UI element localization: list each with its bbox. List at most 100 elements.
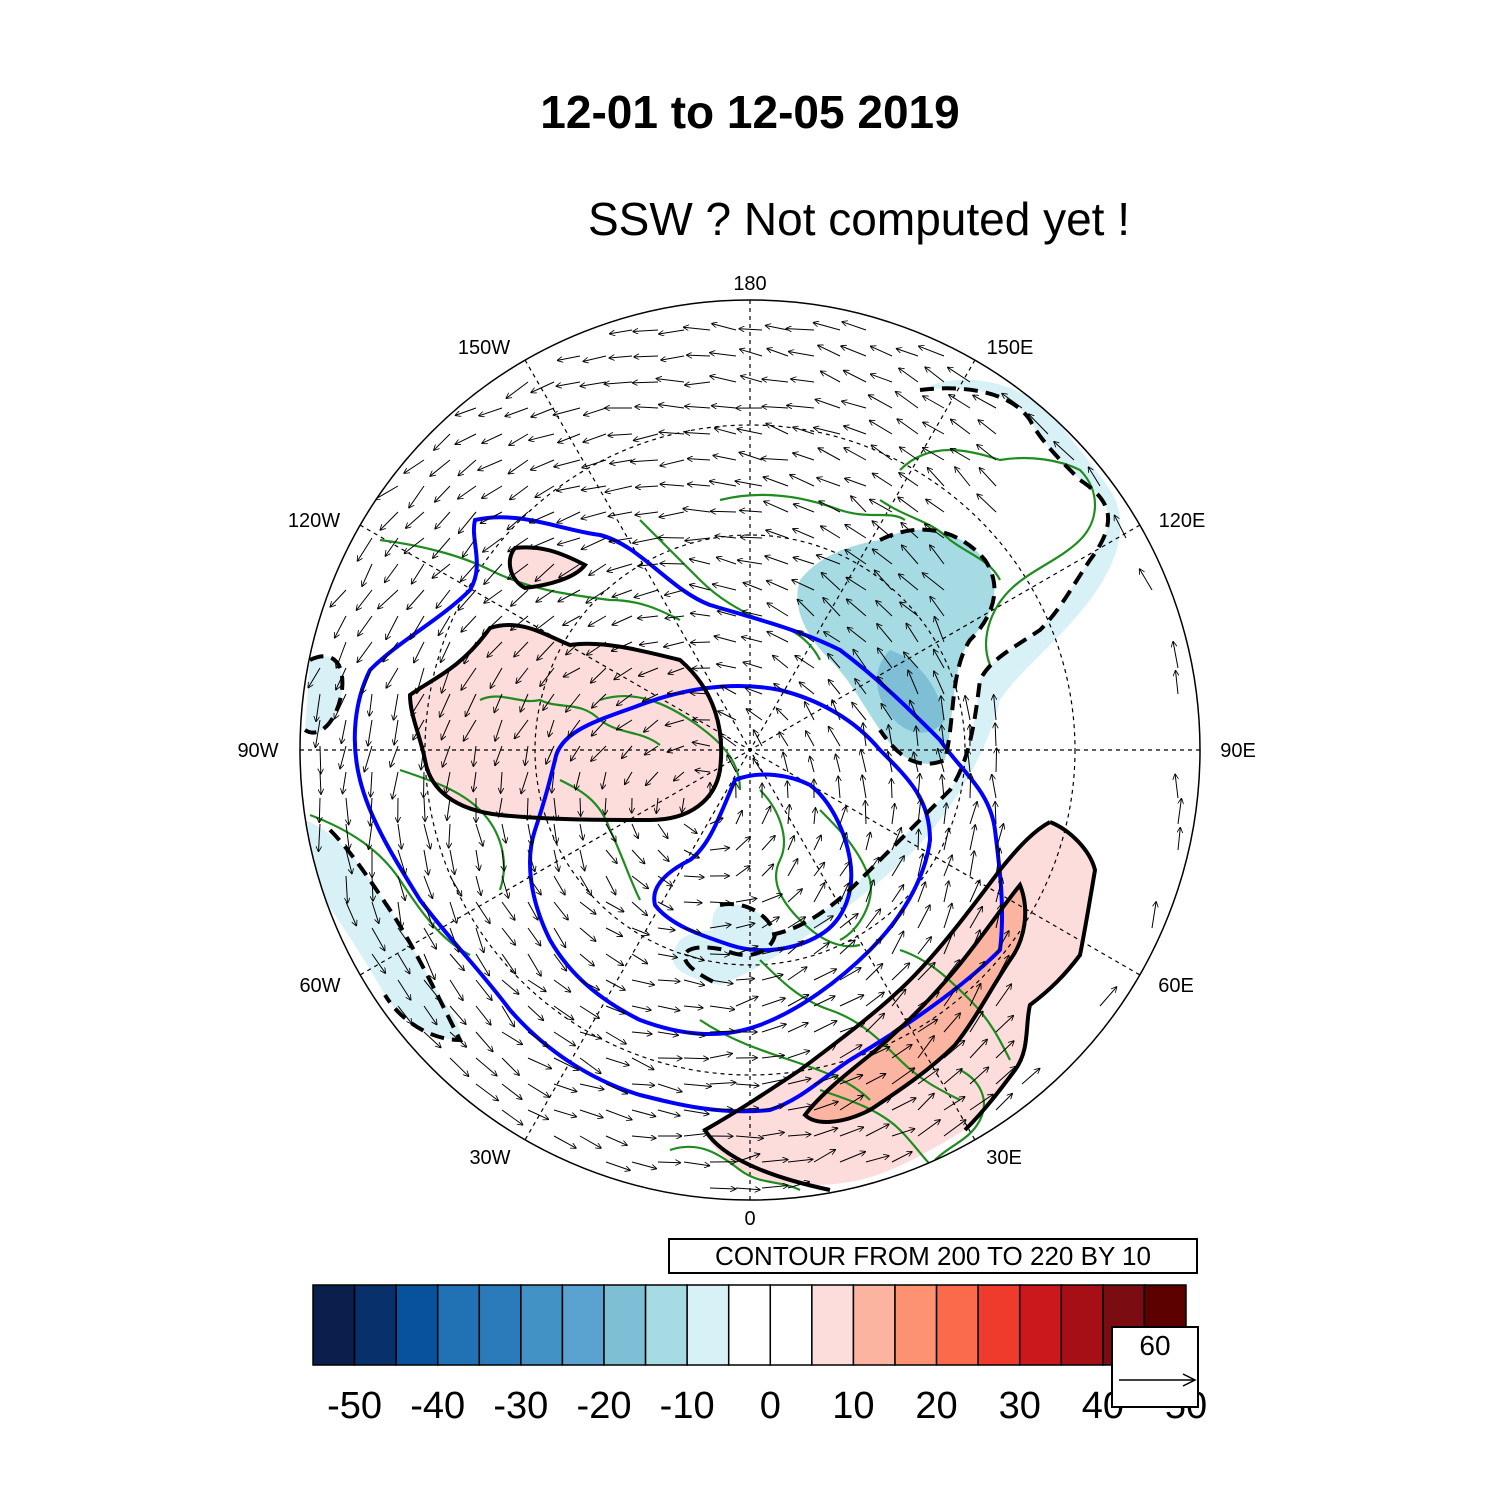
wind-vector [810,756,815,773]
wind-vector [319,797,320,822]
wind-vector [449,979,463,1000]
wind-vector [743,583,763,591]
wind-vector [369,823,373,849]
wind-vector [710,481,737,487]
wind-vector [423,1031,441,1048]
wind-vector [631,1032,652,1034]
wind-vector [610,459,633,464]
wind-vector [844,448,867,461]
wind-vector [995,848,1000,877]
wind-vector [969,851,974,877]
wind-vector [394,719,399,745]
wind-vector [839,1045,862,1059]
wind-vector [362,667,373,693]
wind-vector [943,855,952,877]
wind-vector [787,405,815,408]
wind-vector [995,723,996,747]
wind-vector [674,771,685,781]
wind-vector [773,656,789,669]
wind-vector [657,1032,678,1035]
wind-vector [888,725,893,747]
wind-vector [787,941,803,955]
wind-vector [742,637,763,643]
wind-vector [657,849,669,861]
wind-vector [870,499,893,513]
wind-vector [583,433,607,442]
longitude-labels: 180 150E 120E 90E 60E 30E 0 30W 60W 90W … [237,273,1255,1230]
wind-vector [969,880,980,903]
wind-vector [410,615,425,639]
wind-vector [383,641,399,662]
wind-vector [475,1031,493,1052]
lon-label: 180 [733,273,766,295]
wind-vector [412,563,425,584]
wind-vector [584,407,607,415]
wind-vector [473,745,476,766]
wind-vector [814,808,816,825]
wind-vector [336,667,347,690]
wind-vector [767,581,789,591]
wind-vector [969,984,981,1007]
colorbar-box [935,1284,979,1366]
wind-vector [423,875,433,898]
wind-vector [527,901,538,920]
wind-vector [579,927,596,941]
wind-vector [475,979,492,1000]
wind-vector [605,927,622,936]
wind-vector [712,324,737,331]
wind-vector [527,1083,549,1097]
wind-vector [501,823,506,843]
wind-vector [502,849,504,871]
wind-vector [441,641,451,662]
wind-vector [977,494,997,513]
wind-vector [657,823,668,838]
wind-vector [813,943,829,955]
wind-vector [372,875,373,901]
wind-vector [865,1156,889,1163]
wind-vector [865,992,884,1007]
wind-vector [397,979,411,1000]
wind-vector [609,537,633,542]
wind-vector [717,611,737,617]
positive-anomaly-regions [410,547,1095,1186]
wind-vector [813,1102,838,1111]
wind-vector [995,802,996,825]
colorbar-box [977,1284,1021,1366]
wind-vector [823,598,841,617]
wind-vector [918,799,921,825]
reference-arrow-icon [1119,1373,1197,1387]
wind-vector [371,953,385,973]
wind-vector [558,433,581,443]
wind-vector [969,962,985,981]
wind-vector [455,433,477,444]
wind-vector [501,979,519,994]
wind-vector [942,725,945,747]
wind-vector [872,521,893,539]
wind-vector [865,832,870,851]
wind-vector [995,1094,1012,1111]
wind-vector [1140,569,1153,591]
wind-vector [735,866,750,877]
wind-vector [501,1057,519,1075]
wind-vector [435,485,451,502]
wind-vector [409,485,425,508]
wind-vector [449,1031,467,1047]
wind-vector [449,823,450,848]
wind-vector [635,512,659,515]
wind-vector [685,538,711,541]
wind-vector [691,642,711,643]
wind-vector [546,745,555,764]
wind-vector [891,989,906,1007]
wind-vector [900,447,919,461]
colorbar-box [852,1284,896,1366]
wind-vector [657,1005,680,1011]
wind-vector [511,615,529,630]
wind-vector [459,511,477,533]
wind-vector [475,875,481,895]
wind-vector [787,781,788,799]
wind-vector [839,833,847,851]
wind-vector [951,419,971,435]
wind-vector [917,1120,940,1137]
wind-vector [683,1031,705,1036]
wind-vector [739,329,763,330]
